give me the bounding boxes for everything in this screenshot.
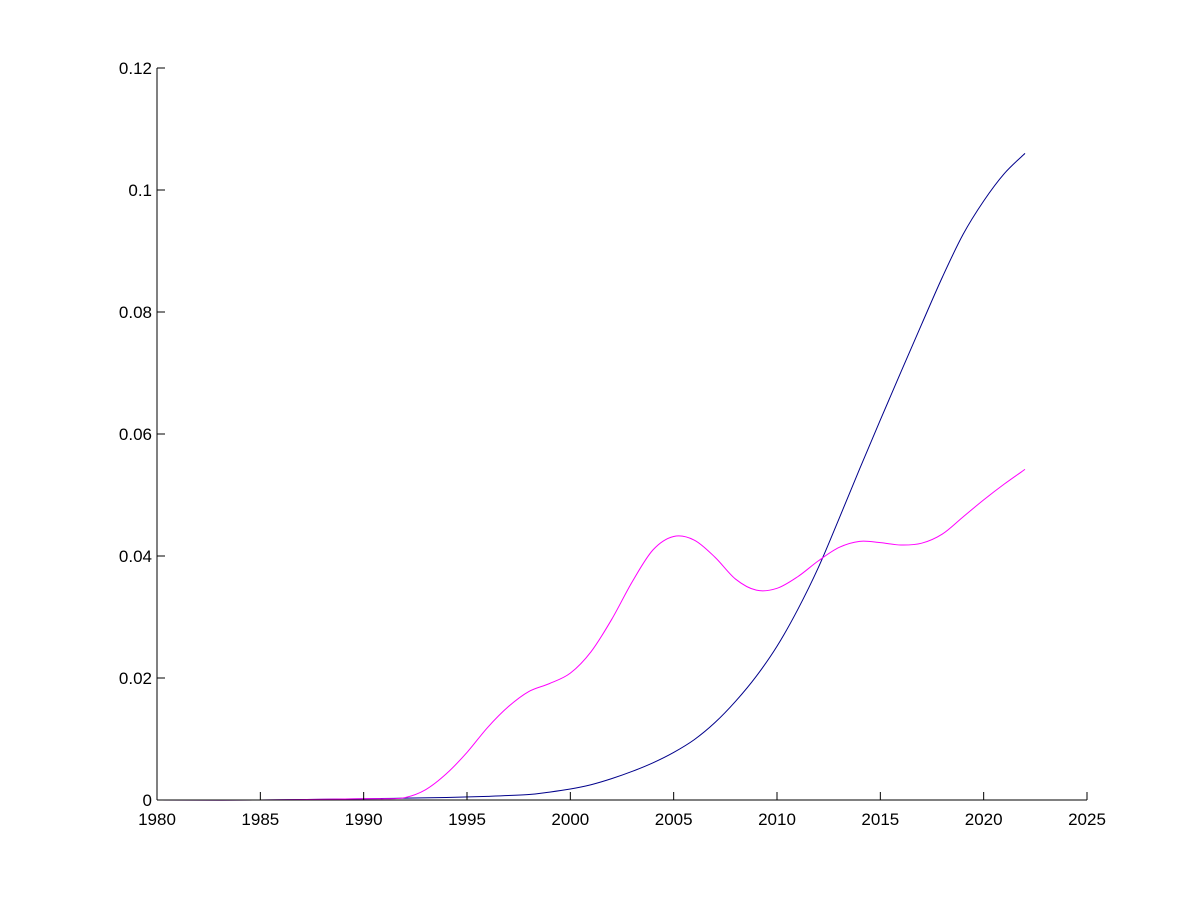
y-tick-label: 0.1 [128,181,152,200]
y-tick-label: 0 [143,791,152,810]
y-tick-label: 0.02 [119,669,152,688]
series-2-line [156,468,1026,801]
y-axis-ticks: 0 0.02 0.04 0.06 0.08 0.1 0.12 [119,59,165,810]
x-tick-label: 1995 [448,810,486,829]
x-tick-label: 1985 [241,810,279,829]
x-tick-label: 2010 [758,810,796,829]
x-tick-label: 2000 [551,810,589,829]
x-tick-label: 2020 [965,810,1003,829]
y-tick-label: 0.08 [119,303,152,322]
y-tick-label: 0.06 [119,425,152,444]
x-axis-ticks: 1980 1985 1990 1995 2000 2005 2010 2015 2020 2025 [138,792,1106,829]
y-tick-label: 0.04 [119,547,152,566]
x-tick-label: 2005 [655,810,693,829]
x-tick-label: 1980 [138,810,176,829]
x-tick-label: 2025 [1068,810,1106,829]
x-tick-label: 1990 [345,810,383,829]
x-tick-label: 2015 [861,810,899,829]
y-tick-label: 0.12 [119,59,152,78]
